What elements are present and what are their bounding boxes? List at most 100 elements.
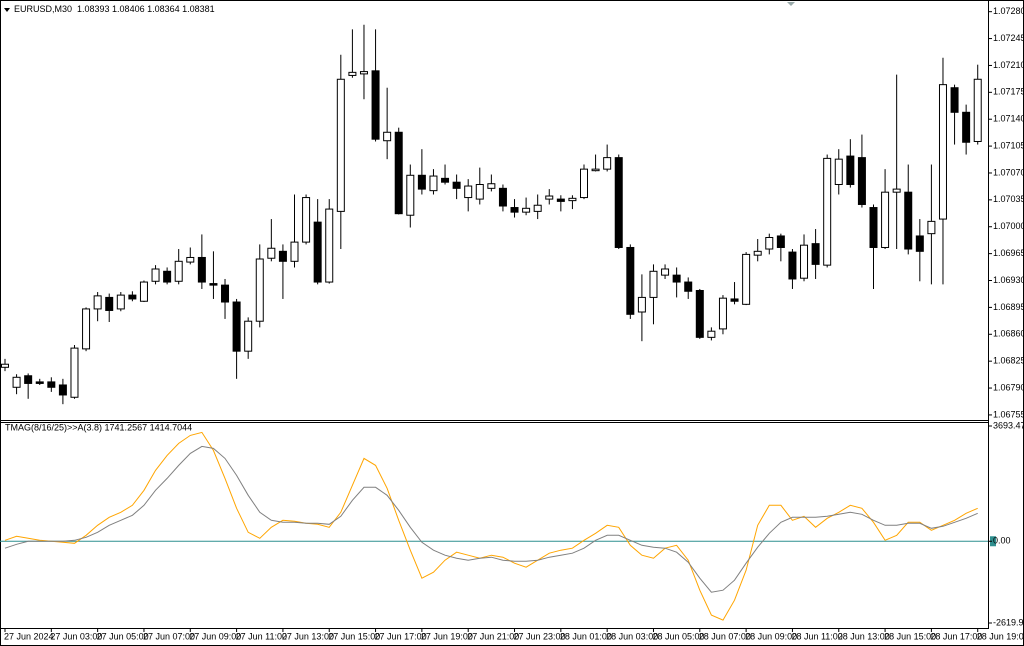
level-label-bg [990, 536, 996, 547]
candle-body [151, 268, 160, 282]
y-tick-label: 0.00 [993, 536, 1011, 546]
x-tick-label: 27 Jun 17:00 [375, 631, 427, 641]
y-tick-label: 1.06895 [993, 302, 1024, 312]
candle-body [487, 183, 496, 189]
indicator-line [4, 431, 978, 621]
candle-body [417, 174, 426, 190]
candle-body [105, 296, 114, 311]
candle-body [626, 246, 635, 315]
y-tick-label: 1.07070 [993, 167, 1024, 177]
candle-body [614, 157, 623, 248]
x-tick-label: 28 Jun 19:00 [977, 631, 1024, 641]
x-tick-label: 27 Jun 07:00 [143, 631, 195, 641]
candle-body [348, 71, 357, 76]
candle-body [128, 294, 137, 300]
shift-marker [787, 2, 795, 6]
candle-body [637, 296, 646, 313]
x-tick-label: 27 Jun 09:00 [189, 631, 241, 641]
candle-body [904, 191, 913, 250]
candle-body [800, 244, 809, 279]
y-tick-label: 1.07105 [993, 140, 1024, 150]
x-tick-label: 27 Jun 11:00 [236, 631, 287, 641]
candle-body [730, 298, 739, 302]
candle-body [510, 207, 519, 213]
candle-body [116, 294, 125, 310]
indicator-title: TMAG(8/16/25)>>A(3.8) 1741.2567 1414.704… [5, 422, 192, 432]
candle-body [591, 168, 600, 172]
candle-body [197, 256, 206, 283]
symbol-title: EURUSD,M30 [14, 4, 72, 14]
candle-body [950, 87, 959, 113]
y-tick-label: 1.06790 [993, 382, 1024, 392]
candle-body [406, 174, 415, 216]
candle-body [695, 289, 704, 338]
candle-body [672, 274, 681, 283]
candle-body [12, 376, 21, 388]
candle-body [163, 270, 172, 283]
candle-body [464, 185, 473, 199]
x-tick-label: 28 Jun 09:00 [745, 631, 797, 641]
candle-body [661, 268, 670, 276]
y-tick-label: 1.06930 [993, 275, 1024, 285]
symbol-menu-arrow[interactable] [4, 8, 10, 12]
candle-body [892, 188, 901, 193]
candle-body [35, 381, 44, 384]
candle-body [707, 330, 716, 338]
candle-body [58, 384, 67, 396]
x-tick-label: 28 Jun 17:00 [930, 631, 982, 641]
candle-body [823, 157, 832, 266]
candle-body [649, 270, 658, 298]
y-tick-label: 1.06965 [993, 248, 1024, 258]
x-tick-label: 28 Jun 01:00 [560, 631, 612, 641]
x-tick-label: 28 Jun 05:00 [652, 631, 704, 641]
candle-body [811, 243, 820, 265]
candle-body [24, 375, 33, 384]
candle-body [186, 256, 195, 263]
candle-body [603, 157, 612, 170]
candle-body [522, 207, 531, 213]
candle-body [47, 381, 56, 388]
candle-body [881, 191, 890, 248]
candle-body [869, 207, 878, 248]
y-tick-label: 1.07140 [993, 114, 1024, 124]
candle-body [290, 241, 299, 262]
y-tick-label: 1.07175 [993, 87, 1024, 97]
candle-body [742, 253, 751, 305]
candle-body [255, 258, 264, 322]
y-tick-label: 1.07000 [993, 221, 1024, 231]
candle-body [973, 78, 982, 142]
candle-body [336, 78, 345, 212]
candle-body [267, 247, 276, 259]
candle-body [244, 320, 253, 352]
candle-body [718, 297, 727, 330]
candle-body [556, 198, 565, 202]
candle-body [441, 177, 450, 183]
x-tick-label: 27 Jun 05:00 [97, 631, 149, 641]
candle-body [580, 168, 588, 199]
y-tick-label: 1.06825 [993, 356, 1024, 366]
candle-body [927, 220, 936, 235]
quote: 1.08393 1.08406 1.08364 1.08381 [77, 4, 215, 14]
y-tick-label: 1.07210 [993, 60, 1024, 70]
candle-body [915, 235, 924, 252]
candle-body [429, 175, 438, 192]
y-tick-label: -2619.994 [993, 617, 1024, 627]
y-tick-label: 1.07035 [993, 194, 1024, 204]
candle-body [174, 260, 183, 282]
candle-body [568, 197, 577, 202]
candle-body [221, 284, 230, 303]
y-tick-label: 3693.476 [993, 420, 1024, 430]
candle-body [209, 283, 218, 286]
x-tick-label: 27 Jun 19:00 [421, 631, 473, 641]
y-tick-label: 1.06860 [993, 329, 1024, 339]
x-tick-label: 28 Jun 07:00 [699, 631, 751, 641]
y-tick-label: 1.07280 [993, 6, 1024, 16]
candle-body [753, 250, 762, 256]
candle-body [684, 281, 693, 292]
candle-body [325, 208, 334, 283]
candle-body [82, 308, 91, 350]
x-tick-label: 28 Jun 15:00 [884, 631, 936, 641]
